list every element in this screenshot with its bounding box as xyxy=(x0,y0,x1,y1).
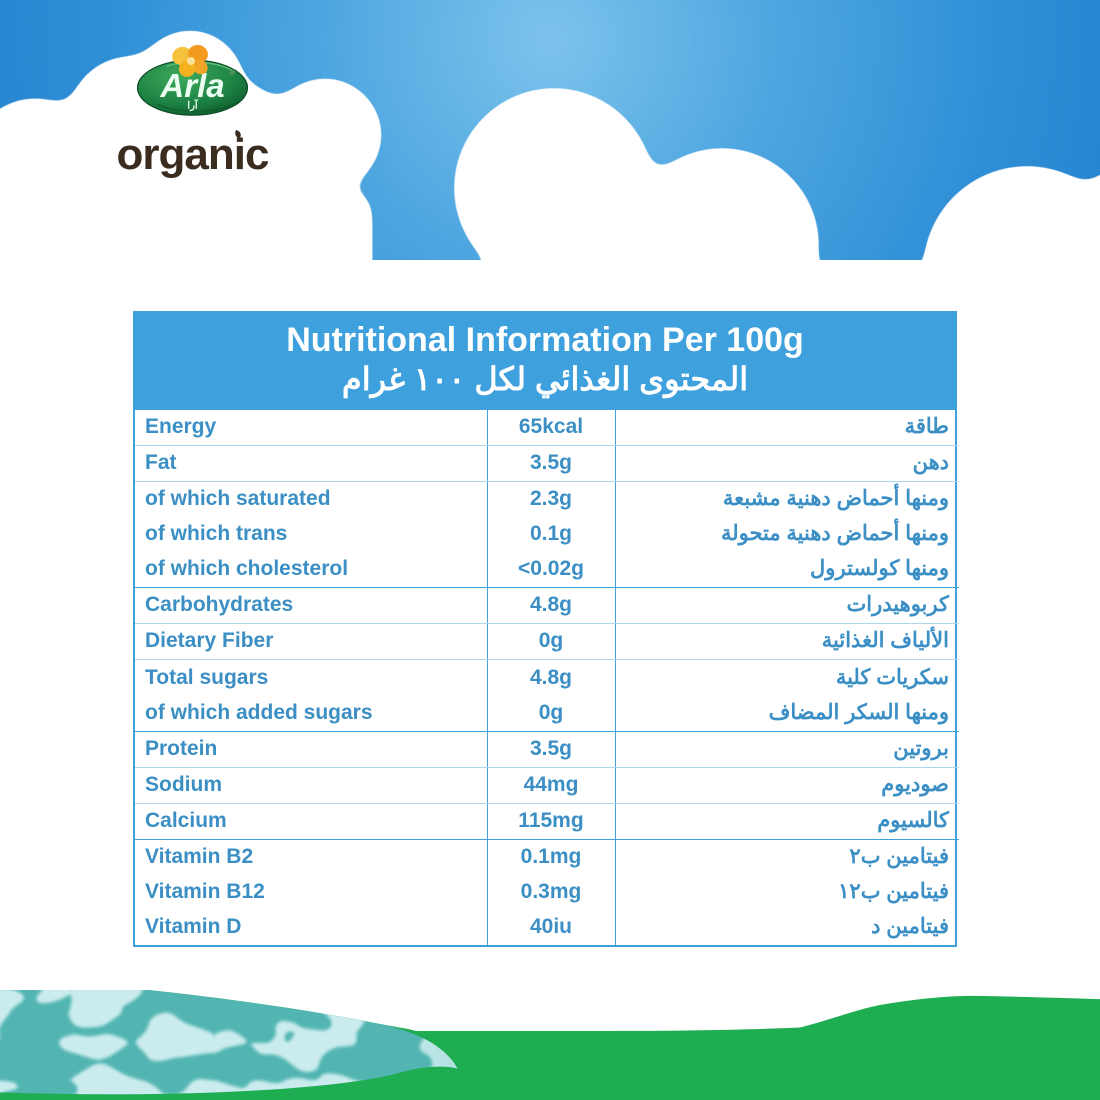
svg-text:آرا: آرا xyxy=(187,99,199,112)
